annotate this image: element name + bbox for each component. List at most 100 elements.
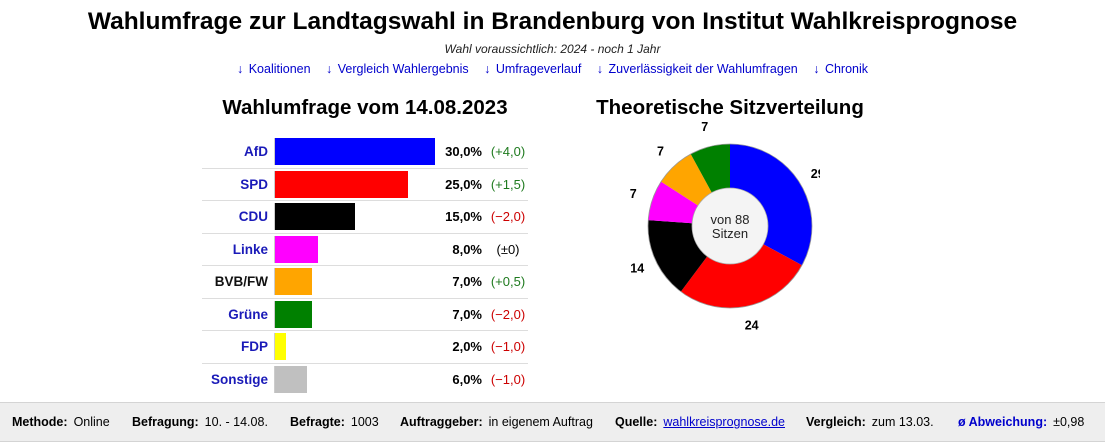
donut-center bbox=[691, 187, 769, 265]
party-bar bbox=[275, 268, 313, 295]
seat-count-label: 7 bbox=[657, 144, 664, 158]
link-label: Zuverlässigkeit der Wahlumfragen bbox=[608, 62, 798, 76]
election-subtitle: Wahl voraussichtlich: 2024 - noch 1 Jahr bbox=[444, 42, 661, 56]
party-name: BVB/FW bbox=[214, 274, 268, 289]
poll-row: Sonstige 6,0% (−1,0) bbox=[202, 364, 528, 396]
poll-title: Wahlumfrage vom 14.08.2023 bbox=[222, 96, 508, 119]
footer-value: zum 13.03. bbox=[871, 415, 934, 429]
down-arrow-icon: ↓ bbox=[484, 62, 491, 76]
seat-count-label: 7 bbox=[701, 120, 708, 134]
change-value: (±0) bbox=[496, 241, 520, 257]
party-name[interactable]: CDU bbox=[238, 209, 268, 224]
link-vergleich-wahlergebnis[interactable]: ↓ Vergleich Wahlergebnis bbox=[326, 62, 469, 76]
link-koalitionen[interactable]: ↓ Koalitionen bbox=[237, 62, 311, 76]
footer-abweichung[interactable]: ø Abweichung: ±0,98 bbox=[958, 403, 1084, 441]
party-name[interactable]: Grüne bbox=[228, 306, 268, 322]
bar-track bbox=[274, 138, 435, 165]
percent-value: 6,0% bbox=[452, 371, 482, 387]
poll-row: BVB/FW 7,0% (+0,5) bbox=[202, 266, 528, 299]
party-name[interactable]: Linke bbox=[232, 241, 268, 257]
poll-row: CDU 15,0% (−2,0) bbox=[202, 201, 528, 234]
party-bar bbox=[275, 138, 435, 165]
percent-value: 30,0% bbox=[445, 144, 482, 159]
seat-count-label: 24 bbox=[745, 319, 759, 333]
donut-outline bbox=[647, 143, 813, 309]
nav-links: ↓ Koalitionen ↓ Vergleich Wahlergebnis ↓… bbox=[0, 62, 1105, 76]
source-link[interactable]: wahlkreisprognose.de bbox=[663, 415, 785, 429]
bar-track bbox=[274, 365, 435, 393]
party-bar bbox=[275, 203, 355, 230]
poll-row: AfD 30,0% (+4,0) bbox=[202, 136, 528, 169]
change-value: (+0,5) bbox=[490, 274, 526, 289]
footer-befragung: Befragung: 10. - 14.08. bbox=[132, 403, 268, 441]
change-value: (+4,0) bbox=[490, 144, 526, 159]
donut-slice-cdu bbox=[648, 220, 708, 292]
poll-row: Linke 8,0% (±0) bbox=[202, 234, 528, 266]
poll-row: FDP 2,0% (−1,0) bbox=[202, 331, 528, 364]
bar-track bbox=[274, 268, 435, 295]
link-umfrageverlauf[interactable]: ↓ Umfrageverlauf bbox=[484, 62, 581, 76]
footer-vergleich: Vergleich: zum 13.03. bbox=[806, 403, 934, 441]
footer-methode: Methode: Online bbox=[12, 403, 110, 441]
page-title: Wahlumfrage zur Landtagswahl in Brandenb… bbox=[87, 8, 1018, 35]
party-name[interactable]: AfD bbox=[244, 144, 268, 159]
down-arrow-icon: ↓ bbox=[813, 62, 820, 76]
footer-label: Methode: bbox=[12, 415, 68, 429]
footer-label: Auftraggeber: bbox=[400, 415, 483, 429]
donut-slice-afd bbox=[730, 144, 812, 266]
party-bar bbox=[275, 235, 318, 263]
donut-slice-linke bbox=[648, 181, 699, 224]
seat-count-label: 29 bbox=[811, 167, 820, 181]
footer-label: Quelle: bbox=[615, 415, 658, 429]
percent-value: 2,0% bbox=[452, 339, 482, 354]
footer-value: Online bbox=[73, 415, 110, 429]
party-name[interactable]: SPD bbox=[240, 176, 268, 192]
percent-value: 8,0% bbox=[452, 241, 482, 257]
footer-label[interactable]: ø Abweichung: bbox=[958, 415, 1048, 429]
bar-track bbox=[274, 203, 435, 230]
footer-value: 10. - 14.08. bbox=[204, 415, 268, 429]
footer-label: Befragte: bbox=[290, 415, 345, 429]
poll-table: AfD 30,0% (+4,0) SPD 25,0% (+1,5) CDU 15,0% (−2,… bbox=[202, 136, 528, 395]
change-value: (−2,0) bbox=[490, 209, 526, 224]
donut-slice-gr-ne bbox=[690, 144, 730, 193]
footer-value: 1003 bbox=[350, 415, 379, 429]
footer-auftraggeber: Auftraggeber: in eigenem Auftrag bbox=[400, 403, 593, 441]
bar-track bbox=[274, 235, 435, 263]
footer-value: in eigenem Auftrag bbox=[488, 415, 593, 429]
party-name[interactable]: Sonstige bbox=[210, 371, 268, 387]
footer-quelle: Quelle: wahlkreisprognose.de bbox=[615, 403, 785, 441]
percent-value: 15,0% bbox=[445, 209, 482, 224]
change-value: (+1,5) bbox=[490, 176, 526, 192]
party-bar bbox=[275, 170, 409, 198]
bar-track bbox=[274, 170, 435, 198]
link-chronik[interactable]: ↓ Chronik bbox=[813, 62, 868, 76]
link-label: Koalitionen bbox=[248, 62, 311, 76]
bar-track bbox=[274, 300, 435, 328]
percent-value: 7,0% bbox=[452, 306, 482, 322]
bar-track bbox=[274, 333, 435, 360]
poll-row: SPD 25,0% (+1,5) bbox=[202, 169, 528, 201]
footer-befragte: Befragte: 1003 bbox=[290, 403, 379, 441]
seat-distribution-title: Theoretische Sitzverteilung bbox=[596, 96, 864, 119]
down-arrow-icon: ↓ bbox=[596, 62, 604, 76]
seat-count-label: 14 bbox=[630, 261, 644, 275]
footer-info-bar: Methode: Online Befragung: 10. - 14.08. Be… bbox=[0, 402, 1105, 442]
change-value: (−1,0) bbox=[490, 339, 526, 354]
party-bar bbox=[275, 333, 286, 360]
seat-count-label: 7 bbox=[630, 187, 637, 201]
footer-label: Vergleich: bbox=[806, 415, 866, 429]
percent-value: 7,0% bbox=[452, 274, 482, 289]
down-arrow-icon: ↓ bbox=[236, 62, 244, 76]
link-label: Vergleich Wahlergebnis bbox=[337, 62, 469, 76]
link-zuverlaessigkeit[interactable]: ↓ Zuverlässigkeit der Wahlumfragen bbox=[597, 62, 798, 76]
footer-label: Befragung: bbox=[132, 415, 199, 429]
party-bar bbox=[275, 365, 307, 393]
party-name[interactable]: FDP bbox=[241, 339, 268, 354]
donut-slice-spd bbox=[680, 244, 802, 308]
change-value: (−1,0) bbox=[490, 371, 526, 387]
link-label: Umfrageverlauf bbox=[495, 62, 582, 76]
party-bar bbox=[275, 300, 313, 328]
percent-value: 25,0% bbox=[445, 176, 482, 192]
footer-value: ±0,98 bbox=[1053, 415, 1085, 429]
